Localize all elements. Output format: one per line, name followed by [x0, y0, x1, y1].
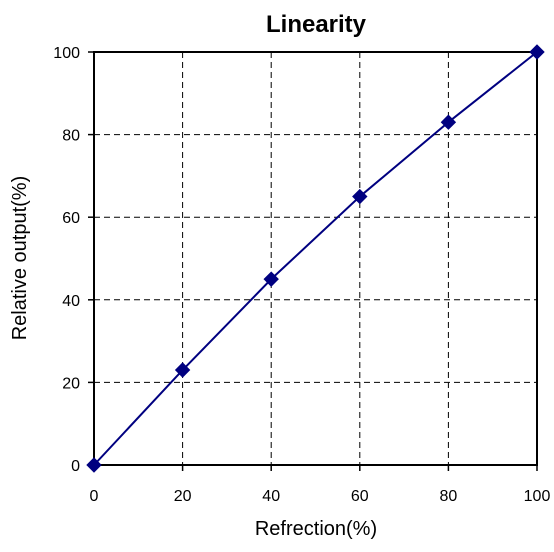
y-tick-label: 40 [62, 293, 80, 310]
y-axis-title: Relative output(%) [9, 176, 31, 341]
data-point-marker [86, 457, 102, 473]
x-tick-label: 0 [90, 488, 99, 505]
data-point-marker [174, 362, 191, 378]
data-point-marker [529, 44, 545, 60]
x-tick-label: 100 [524, 488, 551, 505]
chart-title: Linearity [266, 11, 367, 38]
y-tick-label: 80 [62, 128, 80, 145]
y-tick-label: 0 [71, 458, 80, 475]
x-tick-label: 80 [440, 488, 458, 505]
data-point-marker [440, 114, 457, 130]
series-layer [86, 44, 545, 473]
y-tick-label: 100 [53, 45, 80, 62]
data-point-marker [263, 271, 279, 287]
x-tick-label: 40 [262, 488, 280, 505]
x-tick-label: 60 [351, 488, 369, 505]
axis-ticks: 0 20 40 60 80 100 0 20 40 60 80 100 [53, 45, 550, 505]
y-tick-label: 20 [62, 375, 80, 392]
x-axis-title: Refrection(%) [255, 518, 377, 540]
gridlines [94, 52, 537, 465]
plot-area-frame [93, 51, 538, 466]
series-line [93, 51, 538, 466]
x-tick-label: 20 [174, 488, 192, 505]
y-tick-label: 60 [62, 210, 80, 227]
data-point-marker [352, 188, 368, 205]
